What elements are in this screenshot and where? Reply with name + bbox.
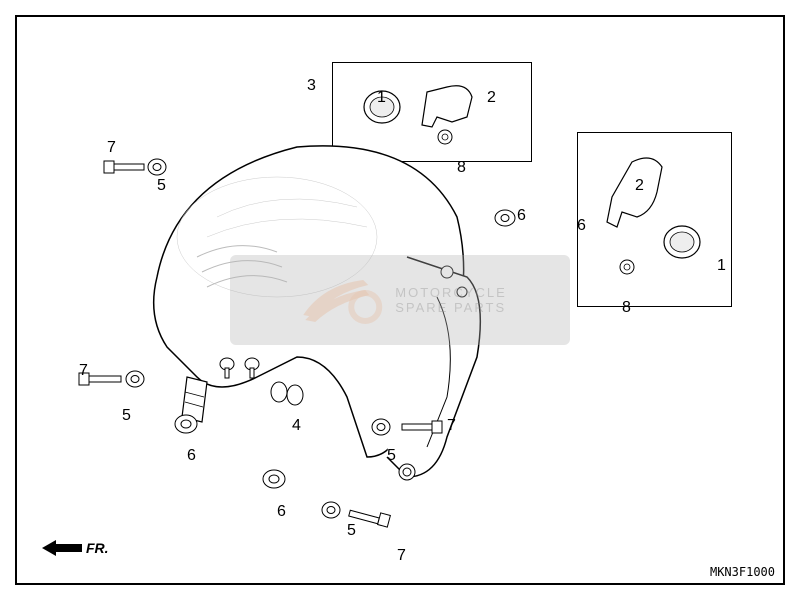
part-identifier: MKN3F1000 <box>710 565 775 579</box>
callout-6: 6 <box>517 207 526 225</box>
callout-8: 8 <box>457 159 466 177</box>
callout-6: 6 <box>277 503 286 521</box>
callout-7: 7 <box>107 139 116 157</box>
bolt-collar-lower-left <box>77 357 152 402</box>
nut-6b <box>260 467 288 491</box>
reflector-bracket-top <box>337 67 527 157</box>
front-direction-indicator: FR. <box>42 538 109 558</box>
callout-8: 8 <box>622 299 631 317</box>
bolt-collar-right <box>367 407 447 447</box>
callout-4: 4 <box>292 417 301 435</box>
callout-5: 5 <box>347 522 356 540</box>
callout-7: 7 <box>397 547 406 565</box>
arrow-icon <box>42 538 82 558</box>
callout-5: 5 <box>157 177 166 195</box>
front-fender-illustration <box>97 97 617 537</box>
callout-3: 3 <box>307 77 316 95</box>
callout-2: 2 <box>635 177 644 195</box>
callout-1: 1 <box>717 257 726 275</box>
callout-1: 1 <box>377 89 386 107</box>
reflector-bracket-right <box>582 137 727 302</box>
fr-label: FR. <box>86 540 109 556</box>
bolt-collar-bottom <box>317 492 397 537</box>
callout-6: 6 <box>577 217 586 235</box>
callout-7: 7 <box>447 417 456 435</box>
nut-6a <box>172 412 200 436</box>
callout-2: 2 <box>487 89 496 107</box>
nut-6c <box>492 207 518 229</box>
callout-6: 6 <box>187 447 196 465</box>
grommet-4 <box>267 377 307 412</box>
callout-5: 5 <box>387 447 396 465</box>
callout-7: 7 <box>79 362 88 380</box>
diagram-frame: MOTORCYCLE SPARE PARTS 75312866218756465… <box>15 15 785 585</box>
small-bolts-center <box>217 352 267 382</box>
callout-5: 5 <box>122 407 131 425</box>
